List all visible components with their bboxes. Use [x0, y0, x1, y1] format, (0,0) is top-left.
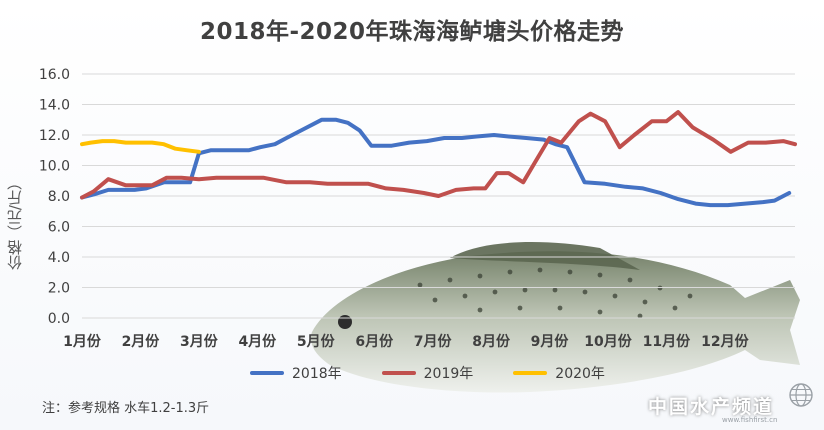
- series-line-2018年: [80, 117, 792, 208]
- y-tick-label: 8.0: [48, 189, 70, 205]
- watermark-url: www.fishfirst.cn: [722, 416, 778, 424]
- fish-eye: [338, 315, 352, 329]
- footnote: 注：参考规格 水车1.2-1.3斤: [42, 401, 210, 416]
- x-tick-label: 6月份: [355, 333, 394, 350]
- y-tick-label: 0.0: [48, 311, 70, 327]
- fish-spot: [447, 277, 453, 283]
- fish-spot: [642, 299, 648, 305]
- fish-dorsal-fin: [450, 242, 640, 270]
- legend-item: 2019年: [381, 363, 474, 383]
- fish-spot: [552, 287, 558, 293]
- fish-spot: [492, 289, 498, 295]
- y-tick-label: 10.0: [39, 159, 70, 175]
- series-line-2019年: [80, 110, 797, 200]
- x-tick-label: 12月份: [701, 333, 749, 350]
- fish-spot: [557, 305, 563, 311]
- fish-spot: [537, 267, 543, 273]
- fish-spot: [477, 307, 483, 313]
- y-tick-label: 4.0: [48, 250, 70, 266]
- fish-spot: [687, 293, 693, 299]
- fish-spot: [597, 309, 603, 315]
- grid-lines: [82, 73, 795, 319]
- x-tick-label: 3月份: [180, 333, 219, 350]
- fish-spot: [567, 269, 573, 275]
- y-tick-label: 6.0: [48, 220, 70, 236]
- fish-spot: [462, 293, 468, 299]
- x-tick-label: 10月份: [584, 333, 632, 350]
- series-line-2020年: [80, 139, 201, 154]
- legend-swatch: [250, 371, 284, 375]
- legend-item: 2020年: [513, 363, 605, 383]
- legend-item: 2018年: [250, 363, 342, 383]
- x-tick-labels: 1月份 2月份 3月份 4月份 5月份 6月份 7月份 8月份 9月份 10月份 11月份 12月份: [63, 333, 749, 350]
- x-tick-label: 4月份: [238, 333, 277, 350]
- fish-spot: [432, 297, 438, 303]
- x-tick-label: 9月份: [531, 333, 570, 350]
- fish-spot: [507, 269, 513, 275]
- fish-body: [310, 251, 800, 393]
- x-tick-label: 1月份: [63, 333, 102, 350]
- y-tick-label: 16.0: [39, 67, 70, 83]
- legend-label: 2018年: [292, 366, 342, 382]
- chart-title: 2018年-2020年珠海海鲈塘头价格走势: [199, 19, 625, 45]
- fish-spot: [477, 273, 483, 279]
- y-tick-label: 12.0: [39, 128, 70, 144]
- fish-spot: [627, 277, 633, 283]
- y-tick-label: 14.0: [39, 98, 70, 114]
- globe-icon: [789, 383, 813, 407]
- fish-spot: [612, 293, 618, 299]
- x-tick-label: 11月份: [643, 333, 691, 350]
- chart-legend: 2018年 2019年 2020年: [250, 363, 605, 383]
- legend-swatch: [381, 371, 416, 375]
- legend-label: 2019年: [423, 366, 474, 382]
- fish-spot: [522, 287, 528, 293]
- y-tick-label: 2.0: [48, 281, 70, 297]
- fish-spot: [597, 272, 603, 278]
- watermark-text: 中国水产频道: [648, 396, 775, 418]
- fish-spot: [582, 289, 588, 295]
- x-tick-label: 8月份: [472, 333, 511, 350]
- legend-swatch: [513, 371, 548, 375]
- x-tick-label: 5月份: [297, 333, 336, 350]
- fish-spot: [517, 305, 523, 311]
- fish-spot: [672, 305, 678, 311]
- fish-photo: [310, 242, 800, 393]
- x-tick-label: 7月份: [414, 333, 453, 350]
- y-tick-labels: 0.0 2.0 4.0 6.0 8.0 10.0 12.0 14.0 16.0: [39, 67, 70, 327]
- legend-label: 2020年: [555, 366, 605, 382]
- fish-spot: [417, 282, 423, 288]
- series-lines: [80, 110, 797, 208]
- fish-spot: [637, 313, 643, 319]
- x-tick-label: 2月份: [122, 333, 161, 350]
